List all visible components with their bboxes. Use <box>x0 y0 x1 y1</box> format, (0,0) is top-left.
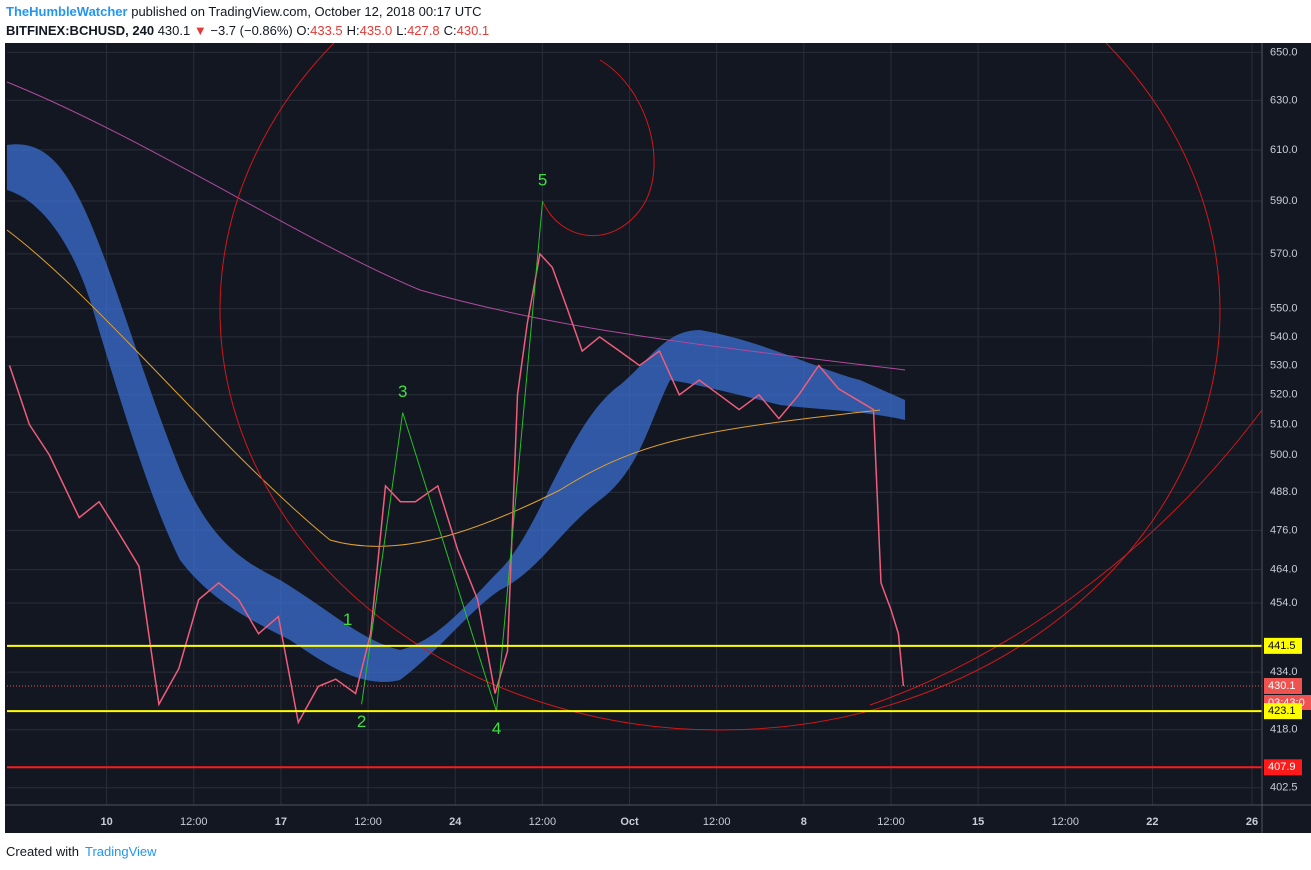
y-tick-label: 500.0 <box>1270 449 1298 461</box>
y-tick-label: 520.0 <box>1270 389 1298 401</box>
ohlc-label: O: <box>296 23 311 38</box>
x-tick-label: 12:00 <box>354 816 382 828</box>
plot: 1 2 3 4 5 <box>7 170 1262 769</box>
fib-arc <box>542 59 655 237</box>
last: 430.1 <box>157 23 191 38</box>
axes: 650.0 630.0 610.0 590.0 570.0 550.0 540.0 530.0… <box>5 43 1311 833</box>
chart: 1 2 3 4 5 650.0 630.0 610.0 590.0 570.0 550.0 540.… <box>5 43 1311 833</box>
y-tick-label: 464.0 <box>1270 564 1298 576</box>
y-tick-label: 402.5 <box>1270 782 1298 794</box>
x-tick-label: 12:00 <box>703 816 731 828</box>
price-label: 423.1 <box>1268 705 1296 717</box>
x-tick-label: 12:00 <box>529 816 557 828</box>
x-tick-label: 8 <box>801 816 807 828</box>
price-label-box <box>1264 637 1302 654</box>
x-tick-label: Oct <box>620 816 639 828</box>
y-tick-label: 610.0 <box>1270 144 1298 156</box>
wave-label: 1 <box>343 610 352 629</box>
created-with: Created with <box>6 844 79 859</box>
y-tick-label: 550.0 <box>1270 303 1298 315</box>
published: published on TradingView.com, October 12… <box>131 4 482 19</box>
y-tick-label: 476.0 <box>1270 524 1298 536</box>
author[interactable]: TheHumbleWatcher <box>6 4 128 19</box>
symbol: BITFINEX:BCHUSD, 240 <box>6 23 155 38</box>
x-tick-label: 17 <box>275 816 287 828</box>
header-line-1: TheHumbleWatcher published on TradingVie… <box>6 2 493 21</box>
wave-label: 3 <box>398 382 407 401</box>
y-tick-label: 590.0 <box>1270 195 1298 207</box>
ohlc-label: C: <box>443 23 457 38</box>
price-label: 407.9 <box>1268 761 1296 773</box>
header-line-2: BITFINEX:BCHUSD, 240 430.1 ▼ −3.7 (−0.86… <box>6 21 493 40</box>
y-tick-label: 454.0 <box>1270 597 1298 609</box>
ohlc-value: 430.1 <box>456 23 490 38</box>
ohlc-value: 433.5 <box>310 23 343 38</box>
price-label-box <box>1264 759 1302 776</box>
y-tick-label: 530.0 <box>1270 359 1298 371</box>
y-tick-label: 630.0 <box>1270 94 1298 106</box>
chart-bg <box>5 43 1311 833</box>
change: −3.7 (−0.86%) <box>210 23 293 38</box>
price-label-box <box>1264 703 1302 720</box>
ohlc-value: 435.0 <box>359 23 393 38</box>
y-tick-label: 434.0 <box>1270 666 1298 678</box>
price-label: 441.5 <box>1268 640 1296 652</box>
ohlc: O:433.5 H:435.0 L:427.8 C:430.1 <box>296 23 493 38</box>
y-tick-label: 510.0 <box>1270 418 1298 430</box>
x-tick-label: 12:00 <box>877 816 905 828</box>
wave-line <box>361 200 544 712</box>
ma-line <box>6 229 881 547</box>
x-tick-label: 12:00 <box>1052 816 1080 828</box>
brand[interactable]: TradingView <box>84 844 157 859</box>
ohlc-label: L: <box>396 23 408 38</box>
wave-label: 2 <box>357 712 366 731</box>
x-tick-label: 22 <box>1146 816 1158 828</box>
x-tick-label: 10 <box>100 816 112 828</box>
fib-arc <box>869 409 1263 706</box>
wave-label: 4 <box>492 719 501 738</box>
y-tick-label: 570.0 <box>1270 248 1298 260</box>
y-tick-label: 540.0 <box>1270 331 1298 343</box>
x-tick-label: 26 <box>1246 816 1258 828</box>
footer: Created with TradingView <box>6 844 157 859</box>
y-tick-label: 488.0 <box>1270 486 1298 498</box>
wave-label: 5 <box>538 170 547 189</box>
ohlc-value: 427.8 <box>407 23 440 38</box>
x-tick-label: 24 <box>449 816 462 828</box>
x-tick-label: 12:00 <box>180 816 208 828</box>
down-arrow: ▼ <box>193 23 207 38</box>
y-tick-label: 418.0 <box>1270 724 1298 736</box>
ma-line <box>6 81 906 371</box>
x-tick-label: 15 <box>972 816 984 828</box>
y-tick-label: 650.0 <box>1270 46 1298 58</box>
fib-circle <box>219 43 1221 731</box>
ohlc-label: H: <box>346 23 360 38</box>
header: TheHumbleWatcher published on TradingVie… <box>6 2 493 40</box>
price-label-box <box>1264 677 1302 694</box>
price-label: 430.1 <box>1268 680 1296 692</box>
price-line <box>8 252 905 725</box>
